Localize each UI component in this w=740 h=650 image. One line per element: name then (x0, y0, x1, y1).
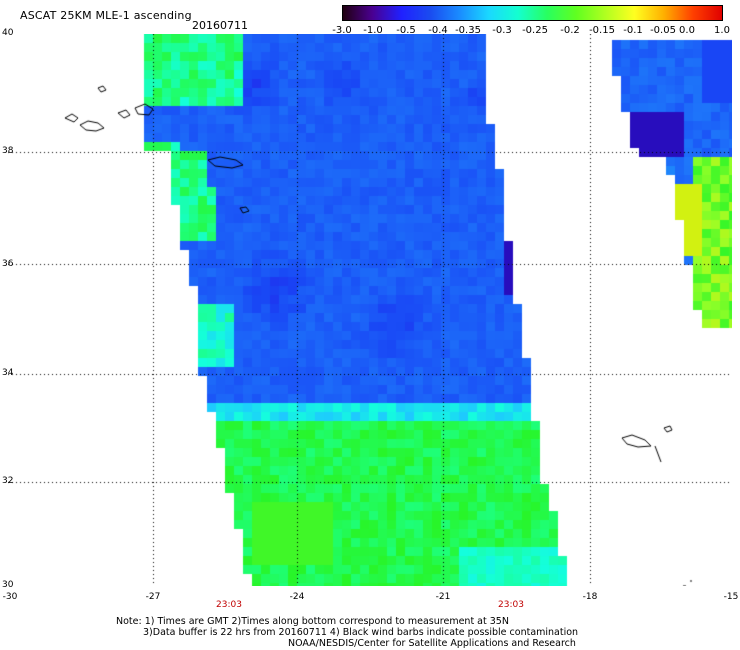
color-scale-label: 1.0 (714, 25, 730, 36)
longitude-label-m30: -30 (2, 592, 18, 602)
footnote-line-3: NOAA/NESDIS/Center for Satellite Applica… (288, 638, 576, 649)
latitude-label-30: 30 (2, 580, 14, 590)
scatterometer-map (8, 34, 732, 586)
color-scale-label: -1.0 (363, 25, 383, 36)
pass-time-label-left: 23:03 (216, 600, 242, 610)
latitude-label-34: 34 (2, 368, 14, 378)
footnotes: Note: 1) Times are GMT 2)Times along bot… (0, 616, 740, 649)
pass-time-label-right: 23:03 (498, 600, 524, 610)
latitude-label-38: 38 (2, 146, 14, 156)
color-scale-label: 0.0 (679, 25, 695, 36)
color-scale-label: -3.0 (332, 25, 352, 36)
latitude-label-40: 40 (2, 28, 14, 38)
color-scale-label: -0.1 (623, 25, 643, 36)
longitude-label-m24: -24 (289, 592, 305, 602)
product-title: ASCAT 25KM MLE-1 ascending (20, 9, 192, 22)
product-date: 20160711 (192, 19, 248, 32)
color-scale-labels: -3.0 -1.0 -0.5 -0.4 -0.35 -0.3 -0.25 -0.2 -0.15-… (330, 25, 735, 37)
color-scale-label: -0.2 (560, 25, 580, 36)
color-scale-label: -0.25 (522, 25, 548, 36)
longitude-label-m15: -15 (723, 592, 739, 602)
color-scale-label: -0.05 (650, 25, 676, 36)
footnote-line-2: 3)Data buffer is 22 hrs from 20160711 4)… (143, 627, 579, 638)
footnote-line-1: Note: 1) Times are GMT 2)Times along bot… (116, 616, 509, 627)
latitude-label-36: 36 (2, 259, 14, 269)
longitude-label-m21: -21 (435, 592, 451, 602)
latitude-label-32: 32 (2, 476, 14, 486)
longitude-label-m18: -18 (582, 592, 598, 602)
color-scale-label: -0.35 (455, 25, 481, 36)
color-scale-label: -0.3 (492, 25, 512, 36)
color-scale-label: -0.15 (589, 25, 615, 36)
color-scale-bar (342, 5, 723, 21)
longitude-label-m27: -27 (145, 592, 161, 602)
color-scale-label: -0.5 (396, 25, 416, 36)
color-scale-label: -0.4 (428, 25, 448, 36)
